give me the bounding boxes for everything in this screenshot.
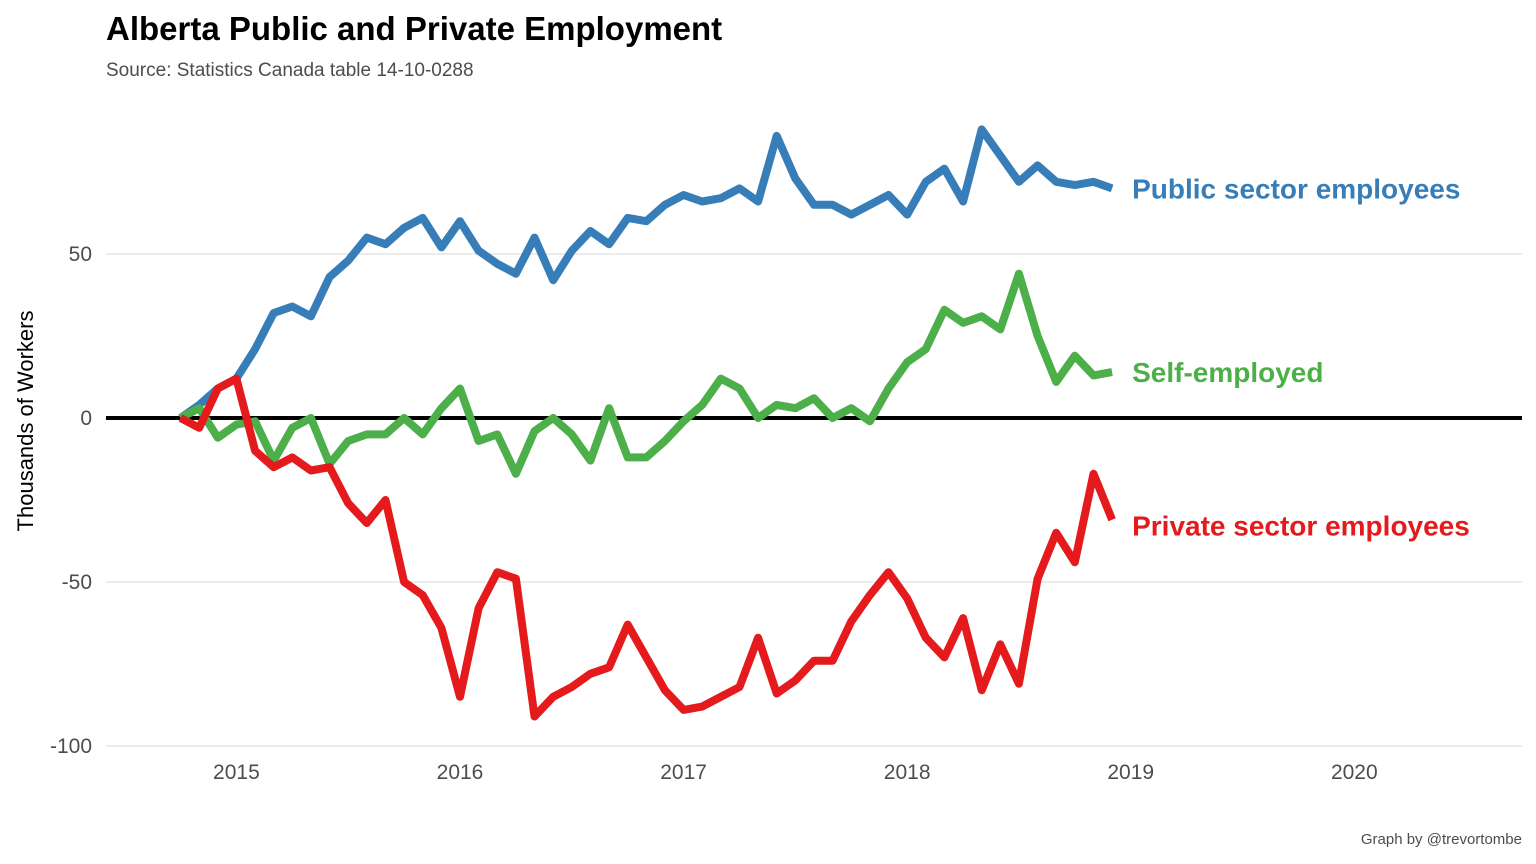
chart-subtitle: Source: Statistics Canada table 14-10-02… [106, 60, 474, 81]
x-tick-label: 2016 [437, 761, 484, 784]
series-line-2 [178, 374, 1116, 721]
y-axis-label: Thousands of Workers [13, 311, 38, 532]
chart-caption: Graph by @trevortombe [1360, 831, 1522, 848]
y-tick-label: -100 [50, 735, 92, 758]
x-tick-label: 2018 [884, 761, 931, 784]
x-tick-label: 2017 [660, 761, 707, 784]
chart-title: Alberta Public and Private Employment [106, 10, 723, 47]
y-tick-label: 50 [69, 243, 92, 266]
y-tick-label: 0 [80, 407, 92, 430]
grid-layer [106, 253, 1522, 747]
x-tick-label: 2019 [1107, 761, 1154, 784]
label-layer: 50 0 -50 -100 2015 2016 2017 2018 2019 2020 Public… [50, 173, 1470, 784]
series-line-1 [178, 269, 1113, 478]
series-label-1: Self-employed [1132, 357, 1323, 388]
y-tick-label: -50 [62, 571, 92, 594]
series-line-0 [178, 125, 1114, 422]
series-label-0: Public sector employees [1132, 173, 1460, 204]
x-tick-label: 2020 [1331, 761, 1378, 784]
series-layer [178, 125, 1116, 721]
x-tick-label: 2015 [213, 761, 260, 784]
series-label-2: Private sector employees [1132, 511, 1470, 542]
